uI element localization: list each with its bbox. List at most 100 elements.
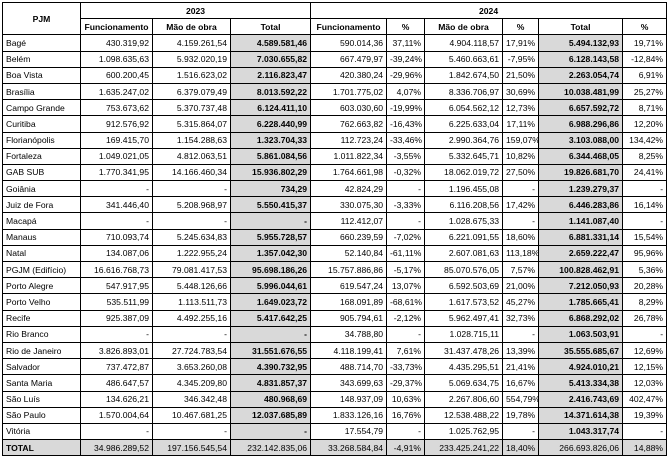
table-cell: -33,46% — [386, 131, 426, 149]
table-cell: 4.159.261,54 — [152, 34, 231, 52]
table-cell: Porto Velho — [2, 293, 81, 311]
table-cell: 8.336.706,97 — [424, 82, 504, 101]
table-cell: 10,82% — [502, 147, 540, 165]
table-cell: 6.128.143,58 — [538, 50, 624, 68]
table-cell: 37,11% — [386, 34, 426, 52]
data-row: Manaus 710.093,74 5.245.634,83 5.955.728,57… — [2, 228, 668, 246]
subheader-row: Funcionamento Mão de obra Total Funcionamen… — [3, 18, 668, 36]
table-cell: 6.344.468,05 — [538, 147, 624, 165]
table-cell: -3,55% — [386, 147, 426, 165]
table-cell: 6.881.331,14 — [538, 228, 624, 246]
table-cell: 112.723,24 — [310, 131, 388, 149]
corner-header: PJM — [2, 1, 81, 36]
table-cell: - — [386, 325, 426, 343]
table-cell: 5.955.728,57 — [229, 228, 312, 246]
table-cell: Porto Alegre — [2, 277, 81, 295]
table-cell: 197.156.545,54 — [152, 439, 231, 457]
data-row: Santa Maria 486.647,57 4.345.209,80 4.831.8… — [2, 374, 668, 392]
table-cell: 12.538.488,22 — [424, 406, 504, 424]
table-cell: Brasília — [2, 82, 81, 101]
table-cell: 402,47% — [622, 390, 668, 408]
table-cell: 667.479,97 — [310, 50, 388, 68]
table-cell: 21,00% — [502, 277, 540, 295]
table-cell: 480.968,69 — [229, 390, 312, 408]
table-cell: 16,76% — [386, 406, 426, 424]
table-cell: - — [622, 180, 668, 198]
table-cell: 12,69% — [622, 341, 668, 360]
table-cell: 2.263.054,74 — [538, 66, 624, 84]
table-cell: 17,91% — [502, 34, 540, 52]
table-cell: 1.701.775,02 — [310, 82, 388, 101]
table-cell: 33.268.584,84 — [310, 439, 388, 457]
table-cell: 6.124.411,10 — [229, 99, 312, 117]
table-cell: 6.116.208,56 — [424, 196, 504, 214]
table-cell: Vitória — [2, 422, 81, 441]
table-cell: 4,07% — [386, 82, 426, 101]
table-cell: 2.990.364,76 — [424, 131, 504, 149]
table-cell: 5.494.132,93 — [538, 34, 624, 52]
table-cell: -68,61% — [386, 293, 426, 311]
table-cell: 45,27% — [502, 293, 540, 311]
table-cell: - — [622, 325, 668, 343]
table-cell: 27.724.783,54 — [152, 341, 231, 360]
table-cell: São Luís — [2, 390, 81, 408]
table-cell: 15.757.886,86 — [310, 260, 388, 279]
table-cell: 12,03% — [622, 374, 668, 392]
table-cell: 16.616.768,73 — [80, 260, 153, 279]
table-cell: 7.030.655,82 — [229, 50, 312, 68]
table-cell: - — [229, 325, 312, 343]
data-row: Porto Alegre 547.917,95 5.448.126,66 5.996.… — [2, 277, 668, 295]
table-cell: 7,61% — [386, 341, 426, 360]
table-cell: 21,41% — [502, 358, 540, 376]
table-cell: 134,42% — [622, 131, 668, 149]
table-cell: - — [152, 325, 231, 343]
table-cell: - — [80, 212, 153, 230]
table-cell: TOTAL — [2, 439, 81, 457]
table-cell: 134.087,06 — [80, 244, 153, 263]
table-cell: 31.551.676,55 — [229, 341, 312, 360]
table-cell: Rio Branco — [2, 325, 81, 343]
table-cell: 547.917,95 — [80, 277, 153, 295]
table-cell: 232.142.835,06 — [229, 439, 312, 457]
table-cell: - — [152, 212, 231, 230]
table-cell: 14.371.614,38 — [538, 406, 624, 424]
table-cell: 1.154.288,63 — [152, 131, 231, 149]
total-row: TOTAL 34.986.289,52 197.156.545,54 232.142.… — [2, 439, 668, 457]
table-cell: 3.826.893,01 — [80, 341, 153, 360]
table-cell: 25,27% — [622, 82, 668, 101]
table-cell: 30,69% — [502, 82, 540, 101]
table-cell: 19,71% — [622, 34, 668, 52]
table-cell: 554,79% — [502, 390, 540, 408]
table-cell: 6.446.283,86 — [538, 196, 624, 214]
table-cell: GAB SUB — [2, 163, 81, 182]
table-cell: 1.028.715,11 — [424, 325, 504, 343]
table-cell: 734,29 — [229, 180, 312, 198]
table-cell: 603.030,60 — [310, 99, 388, 117]
table-cell: 34.986.289,52 — [80, 439, 153, 457]
table-cell: 85.070.576,05 — [424, 260, 504, 279]
table-cell: 12,15% — [622, 358, 668, 376]
table-cell: 15.936.802,29 — [229, 163, 312, 182]
table-cell: 1.357.042,30 — [229, 244, 312, 263]
table-cell: 6.988.296,86 — [538, 115, 624, 133]
table-cell: 660.239,59 — [310, 228, 388, 246]
table-cell: 1.113.511,73 — [152, 293, 231, 311]
table-cell: 1.842.674,50 — [424, 66, 504, 84]
table-cell: 488.714,70 — [310, 358, 388, 376]
table-cell: 762.663,82 — [310, 115, 388, 133]
table-cell: - — [229, 422, 312, 441]
table-cell: 6,91% — [622, 66, 668, 84]
table-cell: 7,57% — [502, 260, 540, 279]
table-cell: 4.390.732,95 — [229, 358, 312, 376]
table-cell: -7,95% — [502, 50, 540, 68]
data-row: Florianópolis 169.415,70 1.154.288,63 1.323… — [2, 131, 668, 149]
table-cell: - — [502, 422, 540, 441]
table-cell: 1.635.247,02 — [80, 82, 153, 101]
table-cell: 912.576,92 — [80, 115, 153, 133]
table-cell: 2.416.743,69 — [538, 390, 624, 408]
table-cell: 35.555.685,67 — [538, 341, 624, 360]
table-cell: - — [622, 422, 668, 441]
table-cell: 20,28% — [622, 277, 668, 295]
table-cell: Boa Vista — [2, 66, 81, 84]
table-cell: - — [502, 180, 540, 198]
